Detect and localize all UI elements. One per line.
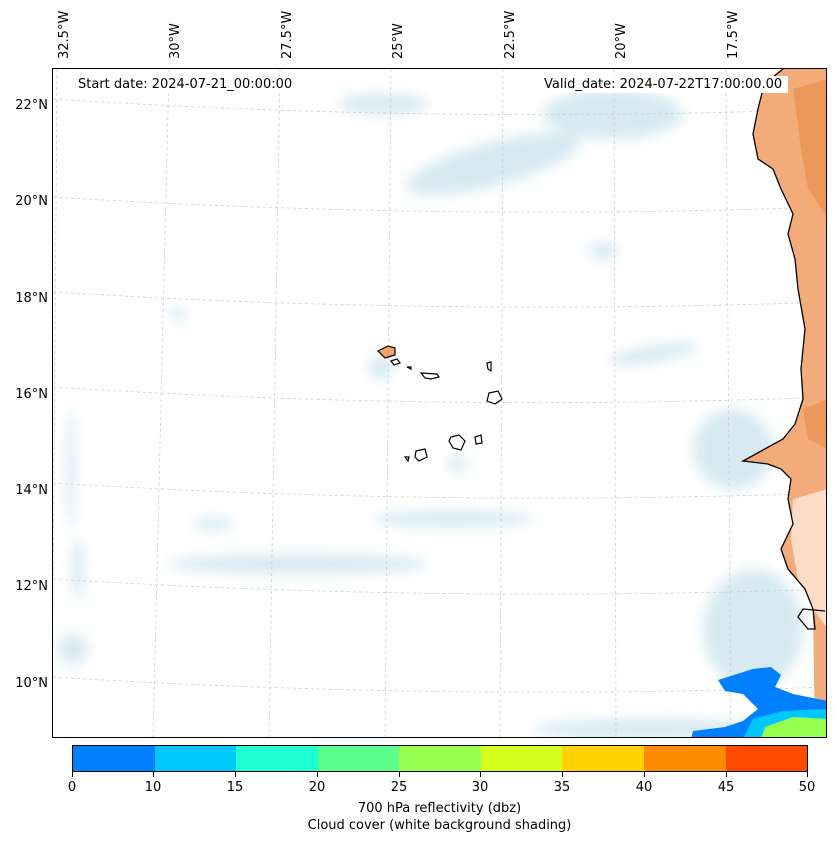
colorbar-tick-label: 15 [226, 780, 244, 795]
colorbar-segment [725, 746, 808, 771]
latitude-label: 18°N [15, 291, 48, 306]
colorbar-segment [480, 746, 563, 771]
land-shading-light [791, 489, 826, 627]
colorbar-tick-label: 20 [308, 780, 326, 795]
colorbar-segment [643, 746, 726, 771]
colorbar-tick [644, 772, 645, 777]
longitude-label: 17.5°W [726, 10, 741, 59]
colorbar-segment [73, 746, 155, 771]
longitude-label: 22.5°W [503, 10, 518, 59]
latitude-label: 16°N [15, 387, 48, 402]
longitude-label: 25°W [391, 23, 406, 59]
colorbar-segment [317, 746, 400, 771]
colorbar-tick [317, 772, 318, 777]
latitude-label: 10°N [15, 676, 48, 691]
colorbar-sublabel: Cloud cover (white background shading) [307, 818, 572, 833]
start-date-label: Start date: 2024-07-21_00:00:00 [72, 76, 299, 93]
land-shading-dark [793, 79, 826, 448]
cloud-cover-shading [58, 89, 803, 737]
colorbar-tick [72, 772, 73, 777]
latitude-label: 12°N [15, 579, 48, 594]
colorbar-segment [399, 746, 481, 771]
colorbar-segment [562, 746, 644, 771]
colorbar-tick [399, 772, 400, 777]
colorbar-tick-label: 0 [67, 780, 77, 795]
longitude-label: 30°W [168, 23, 183, 59]
colorbar-tick [726, 772, 727, 777]
colorbar-tick [807, 772, 808, 777]
colorbar-label: 700 hPa reflectivity (dbz) [357, 801, 522, 816]
colorbar-tick-label: 35 [553, 780, 571, 795]
colorbar-tick [562, 772, 563, 777]
longitude-label: 20°W [614, 23, 629, 59]
latitude-label: 22°N [15, 98, 48, 113]
colorbar-tick-label: 10 [144, 780, 162, 795]
colorbar-tick-label: 25 [390, 780, 408, 795]
graticule-lines [53, 69, 826, 737]
colorbar-segment [154, 746, 237, 771]
colorbar-tick [480, 772, 481, 777]
colorbar-tick-label: 40 [635, 780, 653, 795]
latitude-label: 20°N [15, 194, 48, 209]
cape-verde-islands [376, 345, 503, 463]
longitude-label: 32.5°W [57, 10, 72, 59]
colorbar-tick [235, 772, 236, 777]
colorbar-tick [153, 772, 154, 777]
reflectivity-blob-peak [761, 717, 826, 737]
valid-date-label: Valid_date: 2024-07-22T17:00:00.00 [538, 76, 789, 93]
longitude-label: 27.5°W [280, 10, 295, 59]
reflectivity-colorbar [72, 745, 808, 772]
map-canvas [53, 69, 826, 737]
colorbar-tick-label: 45 [717, 780, 735, 795]
map-panel[interactable] [52, 68, 827, 738]
colorbar-tick-label: 30 [471, 780, 489, 795]
latitude-label: 14°N [15, 483, 48, 498]
africa-coastline [740, 69, 826, 630]
colorbar-tick-label: 50 [798, 780, 816, 795]
colorbar-segment [236, 746, 318, 771]
